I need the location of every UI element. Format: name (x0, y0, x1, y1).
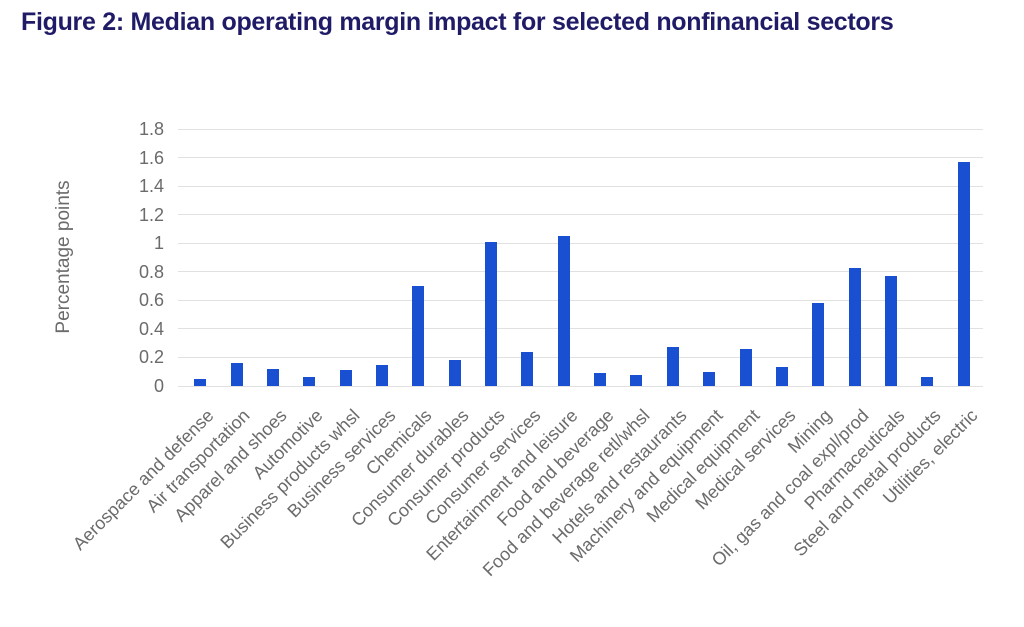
bar (339, 370, 352, 386)
y-tick-label: 0.4 (138, 318, 164, 339)
bar-slot (727, 129, 763, 386)
gridline (178, 157, 983, 159)
bar (630, 374, 643, 386)
bar (848, 267, 861, 386)
bar-series (182, 129, 982, 386)
bar (594, 373, 607, 386)
bar-slot (691, 129, 727, 386)
bar-slot (218, 129, 254, 386)
gridline (178, 242, 983, 244)
bar-slot (836, 129, 872, 386)
bar (557, 236, 570, 386)
plot-area: Aerospace and defense Air transportation A… (69, 128, 983, 580)
bar-slot (400, 129, 436, 386)
bar-slot (291, 129, 327, 386)
gridline (178, 299, 983, 301)
y-tick-label: 0.2 (138, 347, 164, 368)
gridline (178, 328, 983, 330)
bar-slot (873, 129, 909, 386)
bar (375, 364, 388, 386)
bar-slot (473, 129, 509, 386)
bar (739, 348, 752, 386)
y-tick-label: 0.6 (138, 290, 164, 311)
bar (194, 378, 207, 386)
bar-slot (182, 129, 218, 386)
gridline (178, 356, 983, 358)
bar (666, 347, 679, 386)
bar (448, 360, 461, 386)
bar-slot (946, 129, 982, 386)
bar (957, 161, 970, 386)
y-tick-label: 1.2 (138, 204, 164, 225)
bar (921, 377, 934, 386)
bar (303, 377, 316, 386)
figure-title: Figure 2: Median operating margin impact… (21, 8, 894, 36)
bar-slot (364, 129, 400, 386)
bar (230, 363, 243, 386)
gridline (178, 185, 983, 187)
y-tick-label: 1.4 (138, 176, 164, 197)
bar-slot (327, 129, 363, 386)
y-tick-label: 1.6 (138, 147, 164, 168)
bar (703, 371, 716, 386)
y-tick-label: 0.8 (138, 261, 164, 282)
bar-slot (582, 129, 618, 386)
bar (885, 276, 897, 386)
y-tick-label: 1.8 (138, 119, 164, 139)
bar (266, 368, 279, 386)
y-tick-label: 1 (153, 233, 164, 254)
bar-slot (437, 129, 473, 386)
bar (521, 351, 534, 386)
gridline (178, 128, 983, 130)
bar (775, 367, 788, 386)
bar-slot (909, 129, 945, 386)
gridline (178, 214, 983, 216)
bar-slot (618, 129, 654, 386)
gridline (178, 385, 983, 387)
bar-slot (764, 129, 800, 386)
x-axis-label: Aerospace and defense (69, 405, 218, 554)
bar-slot (509, 129, 545, 386)
y-axis-title: Percentage points (53, 180, 74, 334)
bar (812, 303, 825, 386)
bar-slot (655, 129, 691, 386)
bar-slot (255, 129, 291, 386)
y-tick-label: 0 (153, 376, 164, 396)
bar (485, 241, 498, 386)
bar (412, 286, 425, 386)
bar-slot (800, 129, 836, 386)
bar-slot (546, 129, 582, 386)
gridline (178, 271, 983, 273)
